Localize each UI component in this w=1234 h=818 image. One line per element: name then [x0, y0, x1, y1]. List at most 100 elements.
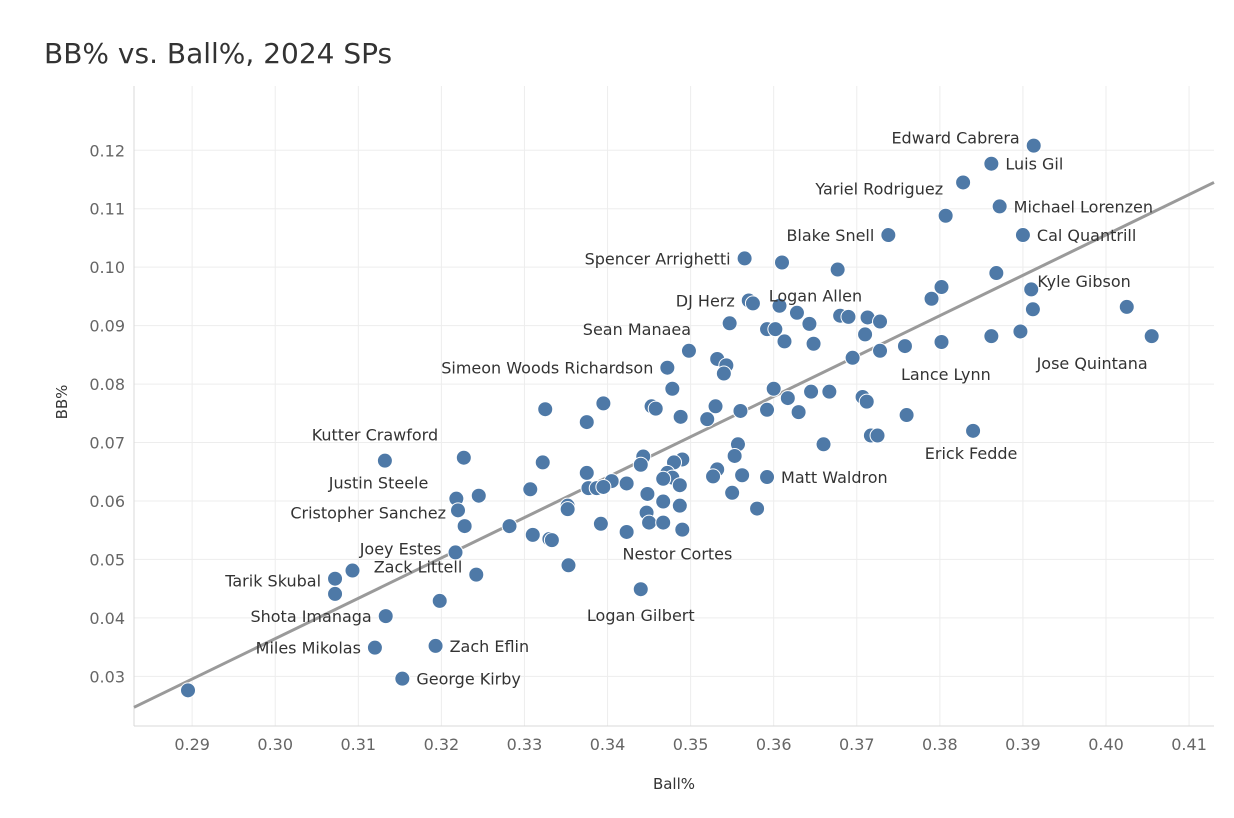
scatter-point[interactable]	[829, 261, 846, 278]
scatter-point[interactable]	[844, 349, 861, 366]
scatter-point[interactable]	[721, 315, 738, 332]
scatter-point[interactable]	[933, 334, 950, 350]
scatter-point[interactable]	[821, 383, 838, 400]
scatter-point[interactable]	[937, 207, 954, 224]
scatter-point[interactable]	[767, 321, 784, 338]
scatter-point[interactable]	[578, 414, 595, 431]
scatter-point[interactable]	[707, 398, 724, 415]
scatter-point[interactable]	[450, 502, 466, 519]
scatter-point[interactable]	[759, 469, 776, 486]
scatter-point[interactable]	[447, 544, 464, 561]
scatter-point[interactable]	[858, 393, 875, 410]
scatter-point[interactable]	[595, 395, 612, 412]
scatter-point[interactable]	[524, 526, 541, 543]
scatter-point[interactable]	[1118, 298, 1135, 315]
scatter-point[interactable]	[724, 484, 741, 501]
scatter-point[interactable]	[732, 402, 749, 419]
scatter-point[interactable]	[923, 290, 940, 307]
scatter-point[interactable]	[632, 581, 649, 598]
scatter-point[interactable]	[774, 254, 790, 271]
scatter-point[interactable]	[880, 227, 897, 244]
scatter-point[interactable]	[988, 265, 1005, 282]
scatter-point[interactable]	[344, 562, 361, 579]
scatter-point[interactable]	[776, 333, 793, 350]
scatter-point[interactable]	[427, 637, 444, 654]
scatter-point[interactable]	[803, 383, 820, 400]
scatter-point[interactable]	[983, 328, 1000, 345]
scatter-point[interactable]	[671, 497, 688, 514]
scatter-point[interactable]	[715, 365, 732, 382]
scatter-point[interactable]	[671, 477, 688, 494]
scatter-point[interactable]	[790, 404, 807, 421]
scatter-point[interactable]	[759, 401, 776, 418]
scatter-point[interactable]	[501, 518, 518, 535]
scatter-point[interactable]	[801, 315, 818, 332]
scatter-point[interactable]	[771, 297, 788, 314]
scatter-point[interactable]	[779, 390, 796, 407]
scatter-point[interactable]	[655, 514, 672, 531]
scatter-point[interactable]	[1014, 227, 1031, 244]
scatter-point[interactable]	[749, 500, 766, 517]
scatter-point[interactable]	[672, 408, 689, 425]
scatter-point[interactable]	[455, 449, 472, 466]
scatter-point[interactable]	[1025, 137, 1042, 154]
scatter-point[interactable]	[1023, 281, 1040, 298]
scatter-point[interactable]	[991, 198, 1008, 215]
scatter-point[interactable]	[377, 608, 394, 625]
scatter-point[interactable]	[559, 501, 576, 518]
scatter-point[interactable]	[744, 295, 761, 312]
scatter-point[interactable]	[765, 380, 782, 397]
scatter-point[interactable]	[618, 523, 635, 540]
scatter-point[interactable]	[680, 342, 697, 359]
scatter-point[interactable]	[955, 174, 972, 191]
scatter-point[interactable]	[896, 338, 913, 355]
scatter-point[interactable]	[655, 470, 672, 487]
scatter-point[interactable]	[965, 422, 982, 439]
scatter-point[interactable]	[726, 447, 743, 464]
scatter-point[interactable]	[1012, 323, 1029, 340]
scatter-point[interactable]	[705, 468, 722, 485]
scatter-point[interactable]	[522, 481, 539, 498]
scatter-point[interactable]	[595, 478, 612, 495]
scatter-point[interactable]	[664, 380, 681, 397]
scatter-point[interactable]	[788, 304, 805, 321]
scatter-point[interactable]	[840, 308, 857, 325]
scatter-point[interactable]	[857, 326, 874, 343]
scatter-point[interactable]	[180, 682, 196, 699]
scatter-point[interactable]	[736, 250, 753, 267]
scatter-point[interactable]	[815, 436, 832, 453]
scatter-point[interactable]	[734, 467, 751, 484]
scatter-point[interactable]	[327, 585, 344, 602]
scatter-point[interactable]	[366, 639, 383, 656]
scatter-point[interactable]	[641, 514, 658, 531]
scatter-point[interactable]	[431, 592, 448, 609]
scatter-point[interactable]	[560, 557, 577, 574]
scatter-point[interactable]	[537, 401, 554, 418]
scatter-point[interactable]	[872, 313, 889, 330]
scatter-point[interactable]	[632, 456, 649, 473]
scatter-point[interactable]	[618, 475, 635, 492]
scatter-point[interactable]	[1024, 301, 1041, 318]
scatter-point[interactable]	[468, 566, 485, 583]
scatter-point[interactable]	[898, 407, 915, 424]
scatter-point[interactable]	[376, 452, 393, 469]
scatter-point[interactable]	[592, 515, 609, 532]
scatter-point[interactable]	[872, 342, 889, 359]
scatter-point[interactable]	[456, 518, 473, 535]
scatter-point[interactable]	[394, 670, 411, 687]
scatter-point[interactable]	[327, 570, 344, 587]
scatter-point[interactable]	[543, 532, 560, 549]
scatter-point[interactable]	[578, 464, 595, 481]
scatter-point[interactable]	[655, 493, 672, 510]
scatter-point[interactable]	[805, 335, 822, 352]
scatter-point[interactable]	[647, 400, 664, 417]
scatter-point[interactable]	[674, 521, 691, 538]
scatter-point[interactable]	[983, 155, 1000, 172]
scatter-point[interactable]	[933, 279, 950, 296]
scatter-point[interactable]	[639, 485, 656, 502]
scatter-point[interactable]	[869, 427, 886, 444]
scatter-point[interactable]	[659, 359, 676, 376]
scatter-point[interactable]	[470, 487, 487, 504]
scatter-point[interactable]	[534, 454, 551, 471]
scatter-point[interactable]	[1143, 328, 1160, 345]
